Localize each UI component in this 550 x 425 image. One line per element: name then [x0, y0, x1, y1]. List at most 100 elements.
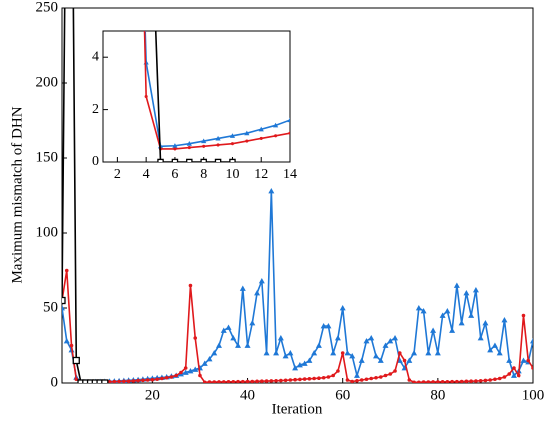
marker [383, 373, 388, 378]
marker [412, 380, 416, 383]
marker [349, 353, 356, 359]
marker [174, 373, 178, 378]
x-tick-label: 20 [145, 387, 160, 403]
marker [287, 350, 294, 356]
marker [117, 379, 121, 383]
x-tick-label: 2 [114, 167, 121, 182]
marker [274, 378, 278, 383]
marker [260, 379, 264, 383]
marker [455, 379, 459, 383]
marker [496, 350, 503, 356]
marker [179, 370, 183, 375]
marker [445, 380, 450, 383]
marker [263, 350, 270, 356]
marker [358, 357, 365, 363]
series-group [143, 31, 290, 162]
marker [426, 380, 431, 383]
marker [482, 320, 489, 326]
x-tick-label: 8 [200, 167, 207, 182]
marker [359, 378, 364, 382]
marker [501, 317, 508, 323]
marker [415, 305, 422, 311]
y-axis-label: Maximum mismatch of DHN [9, 106, 25, 283]
marker [72, 356, 80, 365]
marker [244, 342, 251, 348]
marker [531, 366, 533, 370]
marker [363, 338, 370, 344]
marker [269, 379, 274, 383]
marker [345, 378, 350, 382]
marker [206, 356, 213, 362]
marker [296, 362, 303, 368]
marker [450, 379, 454, 383]
marker [417, 380, 421, 383]
y-tick-label: 100 [36, 224, 59, 240]
marker [283, 378, 288, 383]
marker [225, 324, 232, 330]
marker [487, 347, 494, 353]
marker [230, 142, 235, 146]
marker [150, 377, 155, 382]
marker [449, 327, 456, 333]
marker [326, 375, 331, 379]
marker [506, 357, 513, 363]
marker [187, 368, 194, 374]
marker [373, 353, 379, 359]
marker [77, 379, 85, 383]
marker [374, 375, 378, 380]
marker [334, 335, 341, 341]
y-tick-label: 0 [92, 154, 99, 169]
marker [192, 366, 199, 372]
marker [160, 376, 164, 381]
marker [91, 379, 99, 383]
x-tick-label: 40 [240, 387, 255, 403]
marker [136, 378, 140, 383]
y-tick-label: 2 [92, 102, 99, 117]
marker [62, 296, 66, 305]
marker [483, 378, 488, 383]
marker [131, 379, 136, 383]
marker [273, 350, 280, 356]
y-tick-label: 0 [51, 374, 59, 390]
x-tick-label: 80 [430, 387, 445, 403]
marker [521, 313, 526, 318]
marker [330, 350, 337, 356]
marker [311, 350, 318, 356]
marker [463, 290, 470, 296]
marker [317, 376, 321, 381]
x-tick-label: 60 [335, 387, 350, 403]
marker [491, 342, 498, 348]
marker [425, 350, 432, 356]
marker [217, 380, 221, 383]
marker [107, 380, 112, 383]
x-tick-label: 100 [522, 387, 545, 403]
marker [264, 379, 269, 383]
marker [255, 379, 259, 383]
marker [459, 379, 464, 383]
marker [439, 312, 446, 318]
marker [287, 117, 290, 123]
marker [201, 360, 208, 366]
marker [216, 143, 220, 147]
marker [221, 380, 226, 383]
marker [477, 335, 484, 341]
marker [86, 379, 95, 383]
series-group [62, 8, 533, 383]
marker [211, 350, 218, 356]
marker [507, 372, 512, 376]
marker [268, 188, 275, 194]
marker [201, 138, 207, 144]
marker [312, 376, 316, 381]
marker [469, 379, 473, 383]
marker [216, 342, 222, 348]
marker [96, 379, 104, 383]
marker [245, 379, 250, 383]
marker [387, 338, 394, 344]
marker [378, 375, 383, 379]
marker [273, 122, 279, 128]
series-line [62, 270, 533, 383]
marker [244, 130, 250, 136]
x-tick-label: 14 [283, 167, 297, 182]
marker [377, 357, 384, 363]
marker [488, 378, 492, 382]
